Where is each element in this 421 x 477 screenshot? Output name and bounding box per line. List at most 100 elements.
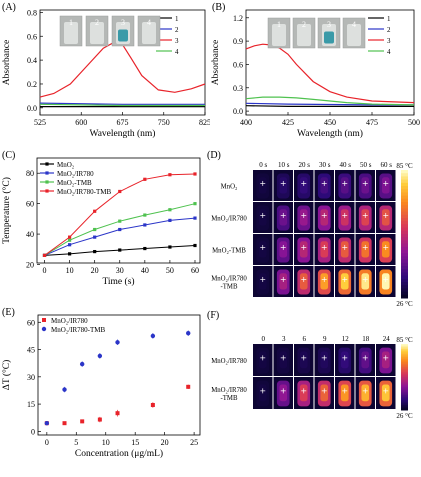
x-tick-label: 20 — [91, 266, 99, 275]
color-scale-step — [401, 253, 408, 257]
data-point — [193, 216, 197, 220]
chart-b: (B) 400 425 450 475 500 0.0 0.3 0.6 0.9 1.2 Wavelen… — [211, 2, 420, 139]
color-scale-step — [401, 353, 408, 357]
color-scale-step — [401, 370, 408, 373]
plot-frame — [36, 157, 201, 264]
y-tick-label: 15 — [27, 400, 35, 409]
series-line-2 — [39, 102, 205, 105]
data-point — [68, 238, 72, 242]
color-scale-step — [401, 357, 408, 360]
color-scale-step — [401, 388, 408, 391]
x-tick-label: 825 — [199, 118, 210, 127]
color-scale-step — [401, 224, 408, 229]
legend-label: 3 — [387, 37, 391, 45]
cuvette-body — [64, 22, 78, 44]
y-tick-label: 0.0 — [27, 104, 37, 113]
data-point — [186, 330, 191, 336]
x-axis-label: Wavelength (nm) — [297, 128, 363, 139]
legend-label: 1 — [175, 15, 179, 23]
color-scale-step — [401, 221, 408, 225]
chart-e: (E) 0 5 10 15 20 25 0 15 30 45 60 Concentration (μg/… — [1, 307, 201, 459]
legend-label: MnO₂/IR780 — [51, 317, 88, 325]
data-point — [97, 417, 102, 422]
x-tick-label: 500 — [408, 118, 420, 127]
color-scale-step — [401, 360, 408, 363]
scale-min-label: 26 °C — [396, 300, 413, 308]
panel-label: (C) — [2, 150, 15, 161]
data-point — [118, 219, 122, 223]
column-label: 9 — [323, 335, 327, 343]
color-scale-step — [401, 288, 408, 293]
color-scale-step — [401, 243, 408, 248]
color-scale-step — [401, 189, 408, 193]
color-scale-step — [401, 192, 408, 197]
series-line-3 — [39, 41, 206, 98]
color-scale-step — [401, 358, 408, 361]
cuvette-body — [142, 22, 156, 44]
row-label: MnO₂/IR780 — [211, 276, 247, 283]
column-label: 50 s — [360, 161, 372, 169]
color-scale-step — [401, 291, 408, 296]
legend-label: 1 — [387, 15, 391, 23]
data-point — [80, 419, 85, 424]
color-scale-step — [401, 375, 408, 378]
color-scale-step — [401, 386, 408, 390]
legend-marker — [45, 189, 49, 193]
color-scale-step — [401, 230, 408, 235]
y-tick-label: 0.4 — [27, 56, 37, 65]
color-scale-step — [401, 377, 408, 380]
color-scale-step — [401, 373, 408, 376]
column-label: 3 — [282, 335, 286, 343]
color-scale-step — [401, 234, 408, 238]
x-tick-label: 40 — [141, 266, 149, 275]
chart-c: (C) 0 10 20 30 40 50 60 20 40 60 80 Time (s) Temperat… — [1, 150, 201, 287]
data-point — [68, 243, 72, 247]
column-label: 0 s — [259, 161, 267, 169]
cuvette-body — [272, 24, 286, 46]
y-tick-label: 0.9 — [233, 37, 243, 46]
color-scale-step — [401, 381, 408, 385]
color-scale-step — [401, 285, 408, 289]
y-axis-label: Absorbance — [2, 40, 12, 85]
data-point — [168, 173, 172, 177]
data-point — [68, 235, 72, 239]
data-point — [193, 202, 197, 206]
color-scale-step — [401, 408, 408, 411]
color-scale-step — [401, 240, 408, 245]
y-tick-label: 45 — [27, 346, 35, 355]
column-label: 30 s — [319, 161, 331, 169]
color-scale-step — [401, 227, 408, 232]
series-line-3 — [245, 43, 415, 104]
color-scale-step — [401, 214, 408, 219]
color-scale-step — [401, 405, 408, 408]
x-tick-label: 400 — [240, 118, 252, 127]
legend-label: MnO₂-TMB — [57, 179, 92, 187]
data-point — [150, 403, 155, 407]
panel-label: (A) — [2, 2, 16, 13]
row-label: MnO₂ — [221, 184, 238, 191]
legend-marker — [41, 326, 47, 332]
color-scale-step — [401, 398, 408, 401]
series-line-4 — [39, 103, 205, 107]
scale-max-label: 85 °C — [396, 336, 413, 344]
color-scale-step — [401, 406, 408, 409]
cuvette-body — [297, 24, 311, 46]
row-label: -TMB — [221, 395, 238, 402]
data-point — [62, 421, 67, 426]
color-scale-step — [401, 266, 408, 270]
color-scale-step — [401, 186, 408, 190]
data-point — [93, 249, 97, 254]
panel-c: (C) 0 10 20 30 40 50 60 20 40 60 80 Time (s) Temperat… — [0, 148, 205, 300]
color-scale-step — [401, 390, 408, 393]
y-tick-label: 0 — [31, 427, 35, 436]
legend-label: 4 — [387, 48, 391, 56]
color-scale-step — [401, 246, 408, 251]
thermal-grid-f: (F)0 3 6 9 12 18 24MnO₂/IR780MnO₂/IR780-TMB85 … — [207, 310, 413, 420]
x-tick-label: 0 — [45, 438, 49, 447]
color-scale-step — [401, 385, 408, 388]
legend-label: 3 — [175, 37, 179, 45]
color-scale-step — [401, 368, 408, 371]
color-scale-step — [401, 367, 408, 370]
data-point — [97, 353, 103, 359]
color-scale-step — [401, 275, 408, 280]
